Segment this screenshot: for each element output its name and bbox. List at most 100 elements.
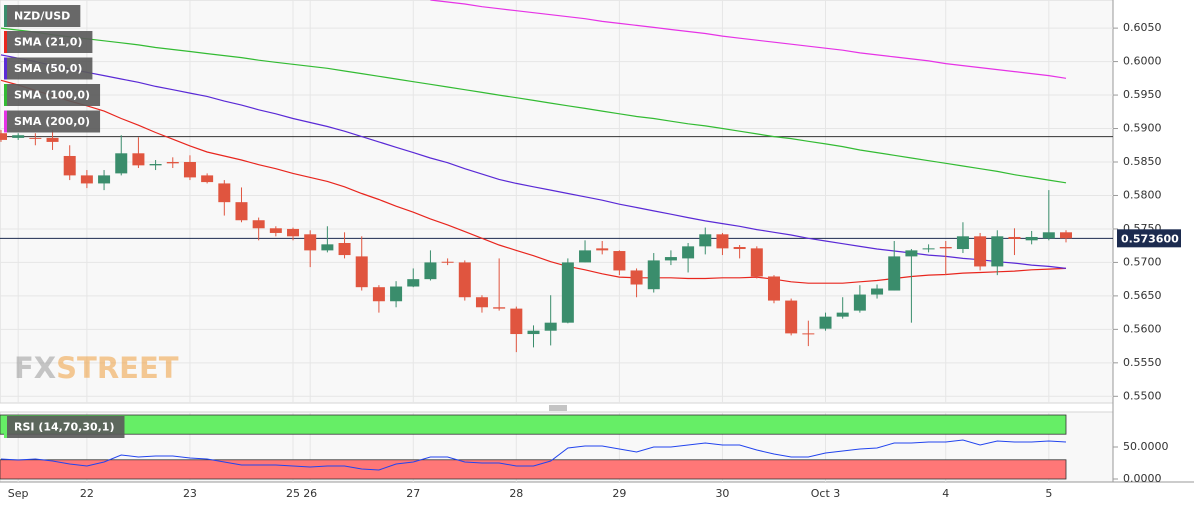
- y-tick-label: 0.5700: [1123, 255, 1162, 268]
- candle-body: [80, 175, 93, 184]
- y-tick-label: 0.5550: [1123, 356, 1162, 369]
- candle-body: [1060, 232, 1072, 239]
- candle-body: [115, 153, 128, 174]
- legend-entry: SMA (100,0): [4, 84, 101, 106]
- candle-body: [63, 155, 76, 176]
- y-tick-label: 0.5850: [1123, 155, 1162, 168]
- x-tick-label: 30: [715, 487, 729, 500]
- candle-body: [98, 175, 111, 184]
- legend: NZD/USD SMA (21,0) SMA (50,0) SMA (100,0) SM…: [4, 5, 125, 438]
- candle-body: [493, 307, 506, 309]
- legend-title-swatch: [4, 5, 7, 27]
- candle-body: [12, 135, 25, 138]
- candle-body: [372, 287, 385, 302]
- legend-entry-label: SMA (21,0): [14, 36, 82, 49]
- legend-title-box: [4, 5, 81, 27]
- candle-body: [699, 234, 712, 247]
- legend-title-label: NZD/USD: [14, 10, 70, 23]
- candle-body: [630, 270, 643, 285]
- rsi-title: RSI (14,70,30,1): [4, 416, 125, 438]
- line-series: [0, 27, 1067, 184]
- candle-body: [664, 257, 677, 261]
- candle-body: [647, 260, 660, 290]
- candle-body: [355, 256, 368, 288]
- y-tick-label: 0.5800: [1123, 188, 1162, 201]
- rsi-title-box: [4, 416, 125, 438]
- candle-body: [235, 202, 248, 221]
- candle-body: [321, 244, 334, 251]
- candle-body: [733, 247, 746, 250]
- x-tick-label: 22: [80, 487, 94, 500]
- rsi-title-label: RSI (14,70,30,1): [14, 421, 114, 434]
- candle-body: [458, 262, 471, 298]
- line-series: [430, 0, 1067, 79]
- watermark-part: FX: [14, 351, 56, 385]
- rsi-tick-label: 0.0000: [1123, 472, 1162, 485]
- candle-body: [287, 228, 300, 237]
- x-tick-label: 25: [286, 487, 300, 500]
- candle-body: [596, 248, 609, 251]
- rsi-plot: [0, 414, 1067, 480]
- candle-body: [1008, 236, 1021, 239]
- rsi-tick-label: 50.0000: [1123, 440, 1169, 453]
- x-tick-label: 4: [942, 487, 949, 500]
- candle-body: [836, 312, 849, 317]
- grid: [0, 0, 1113, 482]
- y-tick-label: 0.6000: [1123, 55, 1162, 68]
- candle-body: [561, 262, 574, 323]
- candle-body: [390, 286, 403, 302]
- legend-entry: SMA (21,0): [4, 31, 93, 53]
- candle-body: [441, 261, 454, 263]
- candle-body: [149, 164, 162, 166]
- candle-body: [338, 243, 351, 256]
- candle-body: [544, 322, 557, 331]
- panel-resize-handle[interactable]: [549, 405, 567, 411]
- candle-body: [716, 234, 729, 249]
- candle-body: [510, 308, 523, 335]
- legend-entry-label: SMA (100,0): [14, 89, 90, 102]
- axes: 0.55000.55500.56000.56500.57000.57500.58…: [8, 21, 1181, 500]
- candle-body: [46, 137, 59, 142]
- candle-body: [853, 294, 866, 311]
- candle-body: [956, 236, 969, 250]
- y-tick-label: 0.5650: [1123, 289, 1162, 302]
- candle-body: [991, 236, 1004, 267]
- candle-body: [0, 133, 7, 140]
- x-tick-label: 23: [183, 487, 197, 500]
- legend-entry-box: [4, 57, 93, 80]
- rsi-band: [0, 414, 1067, 435]
- x-tick-label: 26: [303, 487, 317, 500]
- legend-entry-label: SMA (50,0): [14, 62, 82, 75]
- legend-entry-box: [4, 31, 93, 53]
- price-plot: FXSTREET: [0, 0, 1113, 385]
- candle-body: [29, 137, 42, 139]
- candle-body: [785, 300, 798, 334]
- x-tick-label: Oct 3: [811, 487, 841, 500]
- legend-entry-label: SMA (200,0): [14, 115, 90, 128]
- candle-body: [1042, 232, 1055, 239]
- candle-body: [252, 220, 265, 229]
- last-price-label: 0.573600: [1121, 232, 1179, 245]
- legend-entry-box: [4, 110, 101, 133]
- x-tick-label: Sep: [8, 487, 29, 500]
- rsi-band: [0, 459, 1067, 480]
- candle-body: [939, 247, 952, 249]
- legend-title: NZD/USD: [4, 5, 81, 27]
- x-tick-label: 27: [406, 487, 420, 500]
- price-panel: [0, 0, 1114, 404]
- legend-entry: SMA (50,0): [4, 57, 93, 80]
- watermark-part: STREET: [56, 351, 179, 385]
- candle-body: [905, 250, 918, 257]
- candle-body: [802, 333, 815, 335]
- y-tick-label: 0.5500: [1123, 389, 1162, 402]
- last-price-box: [1117, 229, 1181, 248]
- legend-entry-swatch: [4, 31, 7, 53]
- x-tick-label: 28: [509, 487, 523, 500]
- candle-body: [579, 250, 592, 263]
- legend-entry-swatch: [4, 110, 7, 133]
- watermark: FXSTREET: [14, 351, 179, 385]
- candle-body: [974, 236, 987, 267]
- line-series: [0, 439, 1067, 471]
- candle-body: [218, 183, 231, 203]
